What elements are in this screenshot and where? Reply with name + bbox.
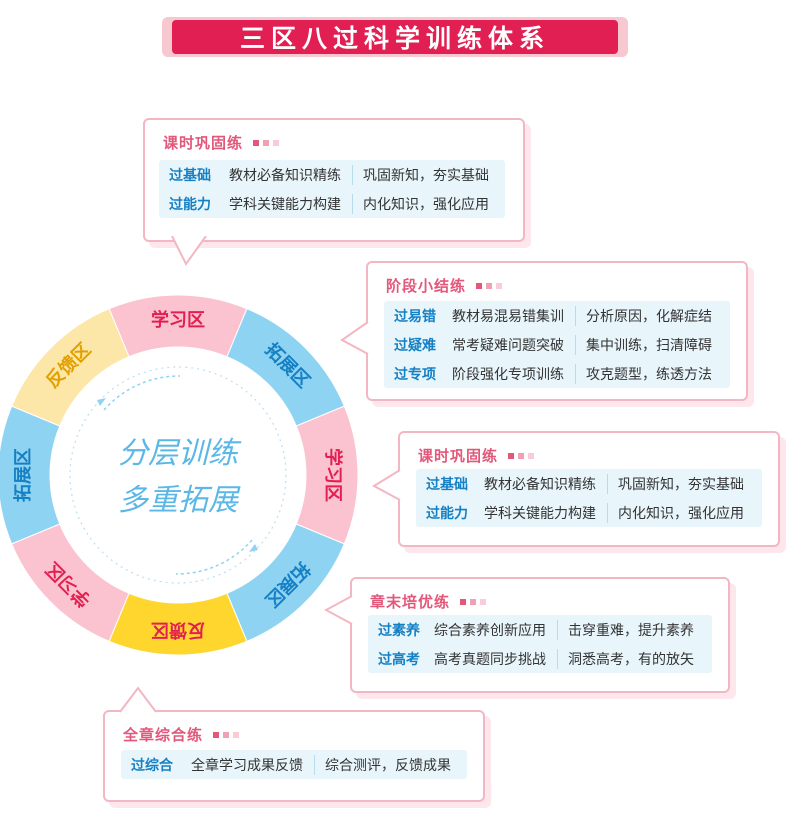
row-goal: 集中训练，扫清障碍 (586, 337, 712, 354)
card-table: 过易错 教材易混易错集训 分析原因，化解症结 过疑难 常考疑难问题突破 集中训练… (384, 301, 730, 388)
table-row: 过能力 学科关键能力构建 内化知识，强化应用 (159, 189, 505, 218)
row-key: 过基础 (426, 476, 468, 493)
card-lesson-consolidation-2: 课时巩固练 过基础 教材必备知识精练 巩固新知，夯实基础 过能力 学科关键能力构… (398, 431, 780, 547)
row-desc: 教材易混易错集训 (444, 305, 576, 326)
table-row: 过综合 全章学习成果反馈 综合测评，反馈成果 (121, 750, 467, 779)
row-key: 过能力 (426, 505, 468, 522)
card-2-pointer (340, 321, 369, 355)
row-key: 过易错 (394, 308, 436, 325)
row-key: 过高考 (378, 651, 420, 668)
row-goal: 巩固新知，夯实基础 (363, 167, 489, 184)
card-lesson-consolidation-1: 课时巩固练 过基础 教材必备知识精练 巩固新知，夯实基础 过能力 学科关键能力构… (143, 118, 525, 242)
card-title: 全章综合练 (123, 724, 240, 745)
title-dots (253, 139, 280, 146)
card-chapter-advanced: 章末培优练 过素养 综合素养创新应用 击穿重难，提升素养 过高考 高考真题同步挑… (350, 577, 730, 693)
row-desc: 学科关键能力构建 (221, 193, 353, 214)
ring-segment-label: 学习区 (322, 448, 344, 502)
row-desc: 高考真题同步挑战 (426, 648, 558, 669)
row-desc: 教材必备知识精练 (476, 473, 608, 494)
card-title-text: 章末培优练 (370, 593, 451, 611)
arrow-head-top (97, 398, 106, 406)
card-chapter-comprehensive: 全章综合练 过综合 全章学习成果反馈 综合测评，反馈成果 (103, 710, 485, 802)
card-table: 过基础 教材必备知识精练 巩固新知，夯实基础 过能力 学科关键能力构建 内化知识… (159, 160, 505, 218)
arrow-arc-top (103, 375, 181, 411)
table-row: 过能力 学科关键能力构建 内化知识，强化应用 (416, 498, 762, 527)
card-table: 过素养 综合素养创新应用 击穿重难，提升素养 过高考 高考真题同步挑战 洞悉高考… (368, 615, 712, 673)
table-row: 过素养 综合素养创新应用 击穿重难，提升素养 (368, 615, 712, 644)
row-desc: 教材必备知识精练 (221, 164, 353, 185)
row-goal: 分析原因，化解症结 (586, 308, 712, 325)
card-title-text: 全章综合练 (123, 726, 204, 744)
card-title: 章末培优练 (370, 591, 487, 612)
card-title-text: 课时巩固练 (163, 134, 244, 152)
row-goal: 综合测评，反馈成果 (325, 757, 451, 774)
ring-center-disk (50, 347, 306, 603)
ring-segment-label: 拓展区 (12, 448, 34, 502)
row-desc: 阶段强化专项训练 (444, 363, 576, 384)
row-key: 过能力 (169, 196, 211, 213)
card-title: 课时巩固练 (163, 132, 280, 153)
card-1-pointer (171, 236, 207, 266)
card-table: 过综合 全章学习成果反馈 综合测评，反馈成果 (121, 750, 467, 779)
card-title-text: 阶段小结练 (386, 277, 467, 295)
card-3-pointer (372, 469, 401, 501)
row-goal: 巩固新知，夯实基础 (618, 476, 744, 493)
row-desc: 常考疑难问题突破 (444, 334, 576, 355)
row-goal: 击穿重难，提升素养 (568, 622, 694, 639)
card-stage-summary: 阶段小结练 过易错 教材易混易错集训 分析原因，化解症结 过疑难 常考疑难问题突… (366, 261, 748, 401)
row-key: 过疑难 (394, 337, 436, 354)
title-banner: 三区八过科学训练体系 (162, 17, 628, 57)
row-key: 过基础 (169, 167, 211, 184)
row-desc: 学科关键能力构建 (476, 502, 608, 523)
table-row: 过易错 教材易混易错集训 分析原因，化解症结 (384, 301, 730, 330)
row-desc: 全章学习成果反馈 (183, 754, 315, 775)
row-goal: 内化知识，强化应用 (618, 505, 744, 522)
table-row: 过基础 教材必备知识精练 巩固新知，夯实基础 (416, 469, 762, 498)
card-5-pointer (119, 686, 157, 713)
arrow-head-bottom (249, 544, 258, 552)
card-4-pointer (324, 595, 353, 625)
ring-inner-dotted-circle (69, 366, 287, 584)
page-title: 三区八过科学训练体系 (172, 20, 618, 54)
row-key: 过专项 (394, 366, 436, 383)
card-title: 阶段小结练 (386, 275, 503, 296)
row-goal: 内化知识，强化应用 (363, 196, 489, 213)
title-dots (460, 598, 487, 605)
card-title-text: 课时巩固练 (418, 447, 499, 465)
card-title: 课时巩固练 (418, 445, 535, 466)
table-row: 过高考 高考真题同步挑战 洞悉高考，有的放矢 (368, 644, 712, 673)
row-key: 过综合 (131, 757, 173, 774)
table-row: 过疑难 常考疑难问题突破 集中训练，扫清障碍 (384, 330, 730, 359)
table-row: 过基础 教材必备知识精练 巩固新知，夯实基础 (159, 160, 505, 189)
center-line1: 分层训练 (118, 436, 242, 471)
row-goal: 洞悉高考，有的放矢 (568, 651, 694, 668)
table-row: 过专项 阶段强化专项训练 攻克题型，练透方法 (384, 359, 730, 388)
row-desc: 综合素养创新应用 (426, 619, 558, 640)
title-dots (476, 282, 503, 289)
ring-segment-label: 学习区 (151, 309, 205, 331)
card-table: 过基础 教材必备知识精练 巩固新知，夯实基础 过能力 学科关键能力构建 内化知识… (416, 469, 762, 527)
row-goal: 攻克题型，练透方法 (586, 366, 712, 383)
center-line2: 多重拓展 (118, 483, 241, 518)
row-key: 过素养 (378, 622, 420, 639)
title-dots (508, 452, 535, 459)
ring-segment-label: 反馈区 (151, 619, 205, 641)
title-dots (213, 731, 240, 738)
arrow-arc-bottom (175, 539, 253, 575)
